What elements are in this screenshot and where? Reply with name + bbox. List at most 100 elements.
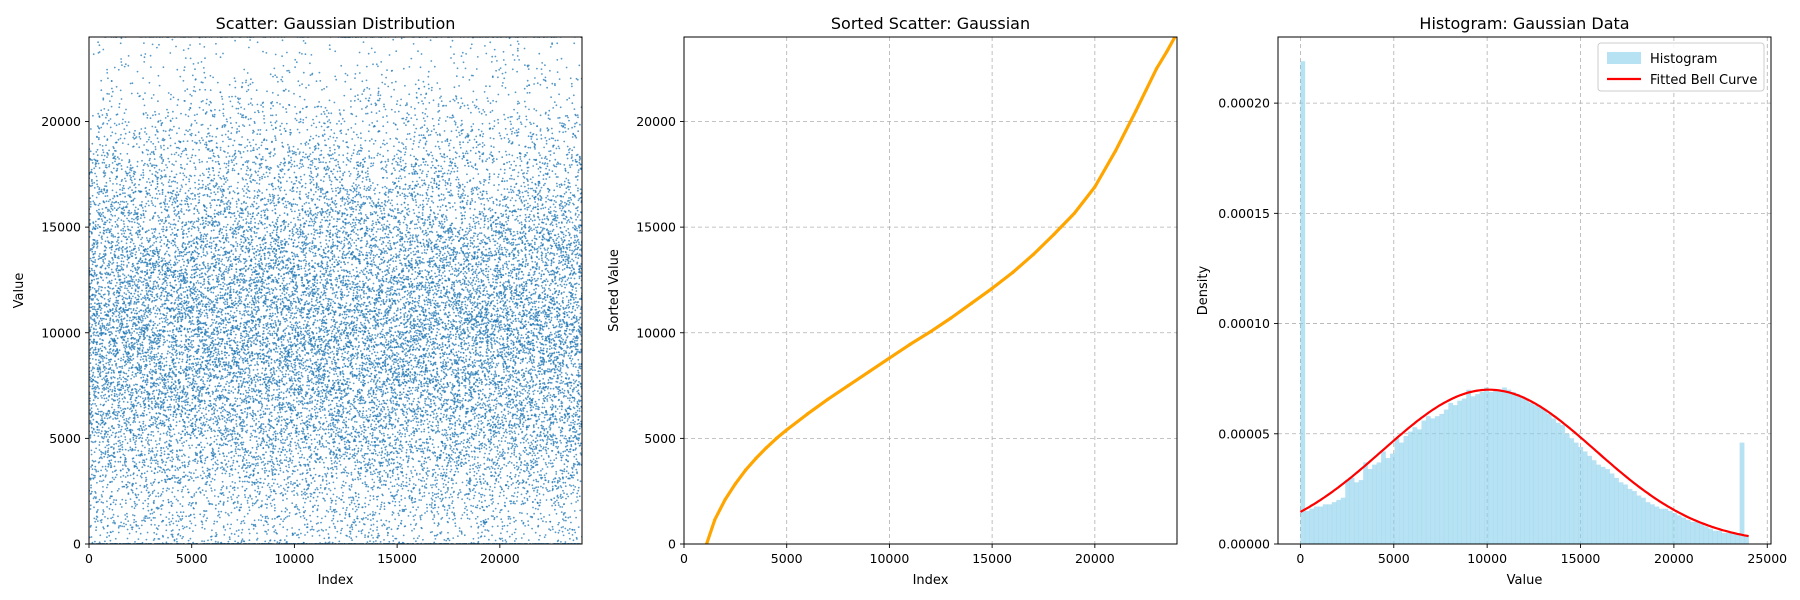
scatter-point: [146, 264, 148, 266]
scatter-point: [128, 236, 130, 238]
scatter-point: [166, 434, 168, 436]
scatter-point: [124, 280, 126, 282]
scatter-point: [160, 373, 162, 375]
scatter-point: [132, 176, 134, 178]
scatter-point: [108, 305, 110, 307]
scatter-point: [137, 367, 139, 369]
scatter-point: [173, 199, 175, 201]
scatter-point: [100, 318, 102, 320]
scatter-point: [141, 455, 143, 457]
scatter-point: [91, 172, 93, 174]
scatter-point: [173, 383, 175, 385]
scatter-point: [136, 467, 138, 469]
scatter-point: [184, 296, 186, 298]
scatter-point: [156, 533, 158, 535]
scatter-point: [146, 414, 148, 416]
scatter-point: [181, 346, 183, 348]
scatter-point: [120, 61, 122, 63]
scatter-point: [182, 247, 184, 249]
scatter-point: [139, 365, 141, 367]
scatter-point: [129, 246, 131, 248]
scatter-point: [105, 172, 107, 174]
scatter-point: [122, 142, 124, 144]
scatter-point: [164, 341, 166, 343]
scatter-point: [128, 367, 130, 369]
scatter-point: [181, 455, 183, 457]
scatter-point: [139, 349, 141, 351]
scatter-point: [96, 311, 98, 313]
scatter-point: [142, 352, 144, 354]
scatter-point: [182, 354, 184, 356]
scatter-point: [111, 245, 113, 247]
scatter-point: [106, 185, 108, 187]
scatter-point: [134, 405, 136, 407]
scatter-point: [162, 189, 164, 191]
scatter-point: [142, 508, 144, 510]
scatter-point: [133, 478, 135, 480]
scatter-point: [111, 495, 113, 497]
scatter-point: [149, 189, 151, 191]
scatter-point: [154, 490, 156, 492]
scatter-point: [92, 468, 94, 470]
scatter-point: [91, 159, 93, 161]
scatter-point: [101, 343, 103, 345]
scatter-point: [173, 407, 175, 409]
scatter-point: [117, 272, 119, 274]
scatter-point: [141, 437, 143, 439]
scatter-point: [146, 490, 148, 492]
scatter-point: [130, 440, 132, 442]
scatter-point: [173, 419, 175, 421]
scatter-point: [114, 343, 116, 345]
scatter-point: [108, 311, 110, 313]
scatter-point: [156, 249, 158, 251]
scatter-point: [90, 128, 92, 130]
scatter-point: [103, 436, 105, 438]
scatter-point: [95, 391, 97, 393]
scatter-point: [102, 220, 104, 222]
scatter-point: [106, 378, 108, 380]
scatter-point: [142, 429, 144, 431]
scatter-point: [137, 281, 139, 283]
scatter-point: [159, 318, 161, 320]
scatter-point: [171, 267, 173, 269]
scatter-point: [134, 313, 136, 315]
scatter-point: [165, 287, 167, 289]
scatter-point: [113, 353, 115, 355]
scatter-point: [166, 399, 168, 401]
scatter-point: [94, 288, 96, 290]
scatter-point: [111, 491, 113, 493]
scatter-point: [139, 389, 141, 391]
scatter-point: [185, 336, 187, 338]
scatter-point: [172, 245, 174, 247]
scatter-point: [188, 197, 190, 199]
scatter-point: [134, 134, 136, 136]
scatter-point: [98, 429, 100, 431]
scatter-point: [111, 407, 113, 409]
scatter-point: [143, 42, 145, 44]
scatter-point: [113, 168, 115, 170]
scatter-point: [97, 471, 99, 473]
scatter-point: [175, 401, 177, 403]
scatter-point: [182, 536, 184, 538]
scatter-point: [144, 410, 146, 412]
scatter-point: [120, 42, 122, 44]
scatter-point: [175, 195, 177, 197]
scatter-point: [175, 469, 177, 471]
scatter-point: [119, 374, 121, 376]
scatter-point: [165, 379, 167, 381]
scatter-point: [154, 468, 156, 470]
scatter-point: [173, 363, 175, 365]
scatter-point: [98, 322, 100, 324]
scatter-point: [177, 278, 179, 280]
scatter-point: [126, 332, 128, 334]
scatter-point: [162, 191, 164, 193]
scatter-point: [165, 265, 167, 267]
scatter-point: [176, 440, 178, 442]
scatter-point: [89, 286, 91, 288]
scatter-point: [134, 173, 136, 175]
scatter-point: [137, 494, 139, 496]
scatter-point: [158, 525, 160, 527]
scatter-point: [179, 311, 181, 313]
scatter-point: [119, 377, 121, 379]
scatter-point: [111, 201, 113, 203]
